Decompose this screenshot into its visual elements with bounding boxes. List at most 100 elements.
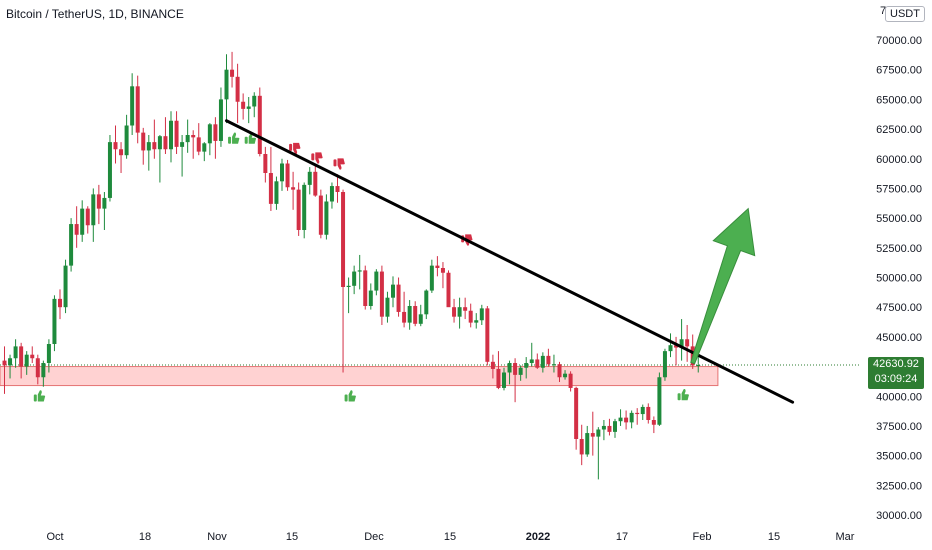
thumbs-down-icon-cuff	[311, 153, 315, 161]
candle-body	[196, 137, 201, 152]
candle-body	[252, 95, 257, 107]
candle-body	[535, 359, 540, 368]
candle-body	[629, 412, 634, 423]
candle-body	[651, 420, 656, 425]
candle-body	[613, 421, 617, 432]
x-tick-label: 2022	[526, 531, 550, 543]
x-tick-label: Dec	[364, 531, 384, 543]
candle-body	[468, 310, 473, 323]
y-tick-label: 67500.00	[876, 65, 922, 77]
candle-body	[218, 99, 223, 141]
candle-body	[635, 412, 640, 415]
candle-body	[13, 346, 18, 359]
candle-body	[268, 173, 273, 204]
candle-body	[163, 136, 168, 150]
candle-body	[513, 363, 518, 375]
thumbs-down-icon-hand	[293, 142, 301, 155]
x-tick-label: 18	[139, 531, 151, 543]
candle-body	[424, 290, 429, 315]
candle-body	[307, 171, 312, 185]
candle-body	[502, 372, 506, 388]
y-tick-label: 57500.00	[876, 183, 922, 195]
candle-body	[557, 364, 562, 378]
thumbs-up-icon	[228, 132, 240, 144]
y-tick-label: 30000.00	[876, 510, 922, 522]
candle-body	[374, 271, 379, 291]
candle-body	[551, 364, 556, 366]
candle-body	[130, 86, 135, 126]
chart-title: Bitcoin / TetherUS, 1D, BINANCE	[6, 7, 184, 21]
candle-body	[135, 86, 140, 133]
candle-body	[246, 106, 251, 109]
candle-body	[485, 308, 490, 362]
candle-body	[379, 271, 384, 317]
candle-body	[152, 142, 157, 150]
trendline	[225, 119, 795, 404]
candle-body	[157, 136, 162, 150]
drawings-layer	[225, 119, 795, 404]
candle-body	[96, 194, 101, 209]
x-axis: Oct 18 Nov 15 Dec 15 2022 17 Feb 15 Mar	[46, 531, 854, 543]
candle-body	[169, 120, 173, 150]
candle-body	[124, 125, 129, 156]
candle-body	[113, 142, 118, 150]
candle-body	[235, 76, 240, 102]
candle-body	[685, 339, 690, 347]
candle-body	[346, 285, 351, 287]
candle-body	[402, 311, 407, 323]
candle-body	[146, 142, 151, 151]
candle-body	[413, 306, 418, 324]
candle-body	[318, 195, 323, 235]
currency-badge[interactable]: USDT	[885, 6, 925, 22]
candle-body	[585, 433, 590, 455]
candle-body	[85, 208, 90, 226]
candle-body	[574, 387, 579, 439]
candle-body	[46, 344, 51, 363]
y-tick-label: 70000.00	[876, 35, 922, 47]
candle-body	[696, 365, 701, 367]
x-tick-label: 17	[616, 531, 628, 543]
thumbs-up-icon	[344, 390, 356, 402]
candle-body	[69, 224, 74, 266]
x-tick-label: Oct	[46, 531, 63, 543]
candle-body	[674, 345, 679, 348]
thumbs-down-icon-hand	[315, 152, 323, 164]
thumbs-up-icon-hand	[348, 390, 356, 402]
thumbs-up-icon	[677, 389, 689, 401]
candle-body	[341, 192, 346, 287]
candle-body	[2, 360, 7, 366]
candle-body	[185, 135, 190, 143]
candle-body	[52, 298, 57, 344]
candle-body	[646, 406, 651, 420]
y-tick-label: 47500.00	[876, 302, 922, 314]
candle-body	[452, 307, 457, 317]
thumbs-up-icon-hand	[681, 389, 689, 401]
x-tick-label: Mar	[836, 531, 855, 543]
thumbs-down-icon-hand	[337, 158, 345, 170]
y-tick-label: 35000.00	[876, 451, 922, 463]
candle-body	[529, 359, 534, 363]
candle-body	[457, 307, 462, 317]
candle-body	[568, 373, 573, 388]
y-tick-label: 40000.00	[876, 391, 922, 403]
y-tick-label: 60000.00	[876, 154, 922, 166]
candle-body	[213, 124, 218, 141]
thumbs-down-icon-cuff	[333, 159, 337, 167]
candle-body	[429, 265, 434, 291]
candle-body	[624, 417, 629, 423]
candle-body	[107, 142, 112, 198]
candle-body	[224, 69, 229, 100]
y-tick-label-partial: 7	[880, 5, 886, 17]
candle-body	[496, 368, 501, 388]
y-tick-label: 65000.00	[876, 94, 922, 106]
candle-body	[352, 271, 357, 286]
candle-body	[618, 417, 623, 422]
candle-body	[518, 367, 523, 375]
candle-body	[91, 194, 96, 226]
candle-body	[302, 184, 307, 230]
candle-body	[657, 377, 662, 425]
candle-body	[19, 346, 24, 367]
candle-body	[418, 314, 423, 324]
y-tick-label: 45000.00	[876, 332, 922, 344]
